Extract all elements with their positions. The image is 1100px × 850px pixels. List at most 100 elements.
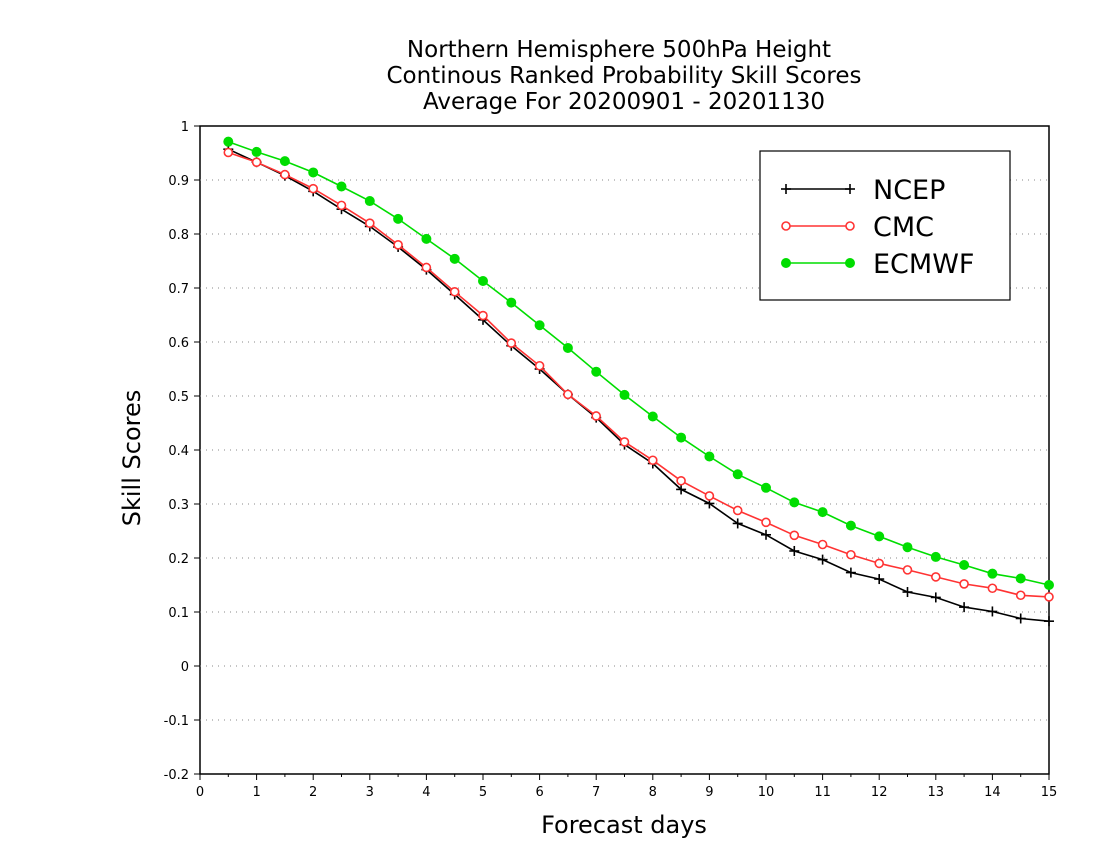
x-tick-label: 1 (252, 785, 260, 800)
legend-entry-ecmwf: ECMWF (781, 249, 974, 280)
data-point-ecmwf (704, 451, 715, 462)
legend-label-ecmwf: ECMWF (873, 249, 974, 280)
x-tick-label: 12 (871, 785, 888, 800)
y-tick-label: 0.8 (168, 228, 189, 243)
y-tick-label: 0.2 (168, 552, 189, 567)
data-point-ecmwf (647, 411, 658, 422)
data-point-ecmwf (902, 542, 913, 553)
x-tick-label: 8 (649, 785, 657, 800)
x-axis-label: Forecast days (541, 811, 707, 839)
data-point-cmc (534, 360, 545, 371)
data-point-cmc (280, 169, 290, 180)
data-point-cmc (761, 517, 771, 528)
x-tick-label: 6 (535, 785, 543, 800)
chart-title-line-1: Northern Hemisphere 500hPa Height (407, 37, 831, 63)
data-point-cmc (902, 565, 913, 575)
x-tick-label: 9 (705, 785, 713, 800)
data-point-cmc (336, 200, 347, 211)
legend-marker-ecmwf (845, 258, 855, 268)
y-tick-label: 0.6 (168, 336, 189, 351)
data-point-ecmwf (761, 482, 771, 493)
legend: NCEP CMC ECMWF (759, 150, 1011, 301)
data-point-cmc (223, 147, 234, 158)
data-point-ncep (676, 484, 687, 495)
x-tick-label: 5 (479, 785, 487, 800)
data-point-cmc (563, 389, 573, 400)
series-cmc (223, 147, 1054, 602)
data-point-ecmwf (930, 551, 941, 562)
data-point-ecmwf (421, 233, 432, 244)
data-point-cmc (676, 475, 686, 486)
data-point-ecmwf (251, 146, 262, 157)
x-tick-label: 10 (758, 785, 775, 800)
legend-label-cmc: CMC (873, 212, 934, 243)
y-tick-label: 0.9 (168, 174, 189, 189)
y-tick-label: -0.1 (164, 714, 189, 729)
x-tick-label: 0 (196, 785, 204, 800)
data-point-cmc (959, 579, 969, 589)
series-layer (223, 136, 1054, 627)
data-point-ecmwf (959, 560, 970, 571)
data-point-cmc (251, 157, 262, 167)
data-point-cmc (393, 240, 403, 250)
data-point-ecmwf (1015, 573, 1026, 584)
data-point-ncep (874, 574, 885, 585)
x-axis-ticks: 0 1 2 3 4 5 6 7 8 9 10 11 12 13 14 15 (196, 774, 1057, 800)
data-point-cmc (874, 558, 885, 569)
data-point-cmc (421, 262, 432, 273)
series-ecmwf (223, 136, 1054, 590)
data-point-ecmwf (336, 181, 347, 192)
data-point-cmc (364, 218, 375, 228)
data-point-cmc (1044, 592, 1054, 602)
data-point-ecmwf (562, 342, 573, 353)
data-point-ecmwf (308, 167, 319, 178)
data-point-ecmwf (817, 507, 828, 518)
data-point-ncep (1044, 616, 1054, 627)
data-point-ecmwf (223, 136, 234, 147)
legend-marker-ecmwf (781, 258, 791, 268)
data-point-cmc (704, 491, 715, 501)
data-point-ecmwf (789, 497, 800, 508)
data-point-cmc (987, 583, 998, 594)
legend-entry-cmc: CMC (781, 212, 934, 243)
data-point-ecmwf (449, 253, 460, 264)
x-tick-label: 14 (984, 785, 1001, 800)
legend-marker-cmc (845, 221, 855, 231)
y-tick-label: 0.7 (168, 282, 189, 297)
data-point-cmc (647, 455, 658, 466)
data-point-ecmwf (364, 196, 375, 207)
data-point-cmc (846, 549, 856, 560)
data-point-ecmwf (534, 320, 545, 331)
legend-entry-ncep: NCEP (781, 175, 945, 206)
chart-title-line-2: Continous Ranked Probability Skill Score… (386, 63, 861, 89)
legend-label-ncep: NCEP (873, 175, 945, 206)
data-point-cmc (619, 437, 630, 447)
data-point-ecmwf (1044, 580, 1054, 590)
data-point-ecmwf (732, 469, 743, 480)
legend-marker-cmc (781, 221, 791, 231)
y-tick-label: 0.4 (168, 444, 189, 459)
data-point-ecmwf (591, 366, 602, 377)
series-line-cmc (228, 151, 1050, 598)
data-point-cmc (732, 505, 743, 516)
data-point-ncep (959, 602, 970, 613)
y-tick-label: 0.1 (168, 606, 189, 621)
y-tick-label: 0.3 (168, 498, 189, 513)
data-point-cmc (308, 183, 319, 194)
data-point-ncep (732, 518, 743, 529)
legend-entries: NCEP CMC ECMWF (781, 175, 974, 280)
data-point-ecmwf (619, 389, 630, 400)
data-point-ncep (1015, 613, 1026, 624)
data-point-cmc (789, 530, 800, 541)
data-point-ncep (930, 592, 941, 603)
data-point-ecmwf (506, 297, 517, 308)
y-tick-label: 0 (181, 660, 189, 675)
x-tick-label: 11 (814, 785, 831, 800)
legend-marker-ncep (845, 184, 855, 194)
data-point-cmc (591, 411, 602, 421)
data-point-ecmwf (845, 520, 856, 531)
data-point-cmc (449, 286, 460, 297)
y-axis-label: Skill Scores (118, 390, 146, 527)
data-point-cmc (478, 310, 488, 321)
y-tick-label: 1 (181, 120, 189, 135)
